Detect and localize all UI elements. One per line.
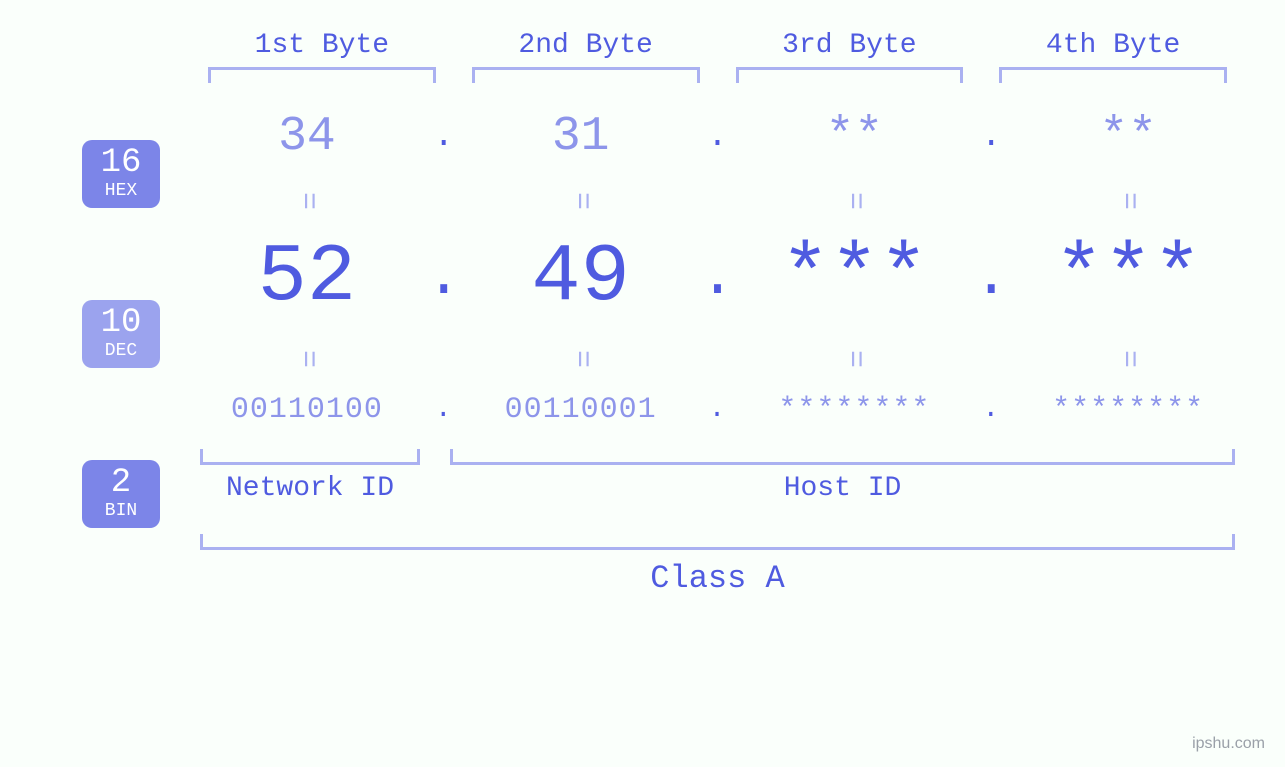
bracket-network-id bbox=[200, 449, 420, 465]
equals-icon: = bbox=[837, 192, 871, 204]
badge-bin-label: BIN bbox=[82, 502, 160, 520]
hex-byte-1: 34 bbox=[190, 113, 424, 161]
bracket-byte-1 bbox=[208, 67, 436, 83]
hex-byte-3: ** bbox=[738, 113, 972, 161]
dot: . bbox=[971, 248, 1011, 308]
equals-icon: = bbox=[1111, 350, 1145, 362]
equals-row-1: = = = = bbox=[190, 181, 1245, 215]
bracket-byte-2 bbox=[472, 67, 700, 83]
dot: . bbox=[971, 396, 1011, 424]
byte-headers: 1st Byte 2nd Byte 3rd Byte 4th Byte bbox=[190, 30, 1245, 61]
host-id-label: Host ID bbox=[450, 473, 1235, 504]
net-host-brackets bbox=[190, 449, 1245, 465]
dot: . bbox=[424, 396, 464, 424]
row-hex: 34 . 31 . ** . ** bbox=[190, 113, 1245, 161]
byte-header-3: 3rd Byte bbox=[718, 30, 982, 61]
dec-byte-2: 49 bbox=[464, 237, 698, 319]
equals-row-2: = = = = bbox=[190, 339, 1245, 373]
dot: . bbox=[698, 396, 738, 424]
bracket-class bbox=[200, 534, 1235, 550]
dot: . bbox=[424, 248, 464, 308]
watermark: ipshu.com bbox=[1192, 735, 1265, 753]
bracket-byte-3 bbox=[736, 67, 964, 83]
class-label: Class A bbox=[190, 560, 1245, 597]
equals-icon: = bbox=[290, 192, 324, 204]
hex-byte-4: ** bbox=[1011, 113, 1245, 161]
badge-hex-label: HEX bbox=[82, 182, 160, 200]
dot: . bbox=[698, 120, 738, 154]
diagram-content: 1st Byte 2nd Byte 3rd Byte 4th Byte 34 .… bbox=[190, 30, 1245, 597]
equals-icon: = bbox=[564, 350, 598, 362]
dec-byte-3: *** bbox=[738, 237, 972, 319]
badge-dec: 10 DEC bbox=[82, 300, 160, 368]
bin-byte-1: 00110100 bbox=[190, 395, 424, 425]
network-id-label: Network ID bbox=[200, 473, 420, 504]
byte-header-4: 4th Byte bbox=[981, 30, 1245, 61]
badge-bin: 2 BIN bbox=[82, 460, 160, 528]
byte-header-2: 2nd Byte bbox=[454, 30, 718, 61]
badge-hex-num: 16 bbox=[82, 146, 160, 180]
hex-byte-2: 31 bbox=[464, 113, 698, 161]
byte-header-1: 1st Byte bbox=[190, 30, 454, 61]
dot: . bbox=[698, 248, 738, 308]
dot: . bbox=[424, 120, 464, 154]
badge-dec-num: 10 bbox=[82, 306, 160, 340]
row-bin: 00110100 . 00110001 . ******** . *******… bbox=[190, 395, 1245, 425]
row-dec: 52 . 49 . *** . *** bbox=[190, 237, 1245, 319]
badge-dec-label: DEC bbox=[82, 342, 160, 360]
top-brackets bbox=[190, 67, 1245, 83]
bracket-byte-4 bbox=[999, 67, 1227, 83]
dec-byte-4: *** bbox=[1011, 237, 1245, 319]
badge-hex: 16 HEX bbox=[82, 140, 160, 208]
bracket-host-id bbox=[450, 449, 1235, 465]
badge-bin-num: 2 bbox=[82, 466, 160, 500]
equals-icon: = bbox=[837, 350, 871, 362]
equals-icon: = bbox=[290, 350, 324, 362]
dot: . bbox=[971, 120, 1011, 154]
bin-byte-2: 00110001 bbox=[464, 395, 698, 425]
net-host-labels: Network ID Host ID bbox=[190, 473, 1245, 504]
equals-icon: = bbox=[1111, 192, 1145, 204]
bin-byte-4: ******** bbox=[1011, 395, 1245, 425]
bin-byte-3: ******** bbox=[738, 395, 972, 425]
dec-byte-1: 52 bbox=[190, 237, 424, 319]
equals-icon: = bbox=[564, 192, 598, 204]
base-badges: 16 HEX 10 DEC 2 BIN bbox=[40, 30, 160, 597]
